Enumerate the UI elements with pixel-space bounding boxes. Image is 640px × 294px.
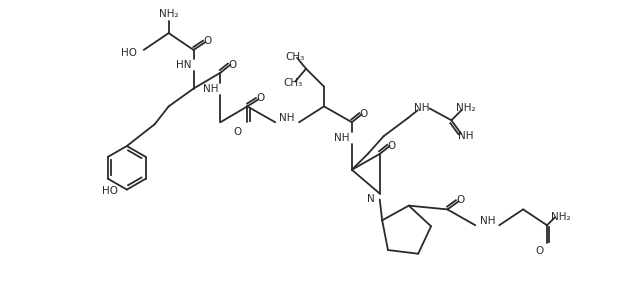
Text: HO: HO [121, 48, 137, 58]
Text: NH: NH [479, 216, 495, 226]
Text: NH: NH [334, 133, 349, 143]
Text: NH₂: NH₂ [551, 212, 571, 222]
Text: CH₃: CH₃ [284, 78, 303, 88]
Text: O: O [535, 246, 543, 256]
Text: O: O [256, 93, 264, 103]
Text: HO: HO [102, 186, 118, 196]
Text: N: N [367, 195, 374, 205]
Text: NH: NH [458, 131, 473, 141]
Text: NH: NH [414, 103, 429, 113]
Text: NH: NH [280, 113, 295, 123]
Text: HN: HN [176, 60, 191, 70]
Text: CH₃: CH₃ [285, 52, 305, 62]
Text: NH₂: NH₂ [159, 9, 179, 19]
Text: O: O [228, 60, 237, 70]
Text: NH₂: NH₂ [456, 103, 475, 113]
Text: O: O [360, 109, 368, 119]
Text: O: O [204, 36, 212, 46]
Text: O: O [388, 141, 396, 151]
Text: O: O [233, 127, 241, 137]
Text: NH: NH [203, 83, 218, 93]
Text: O: O [456, 196, 465, 206]
